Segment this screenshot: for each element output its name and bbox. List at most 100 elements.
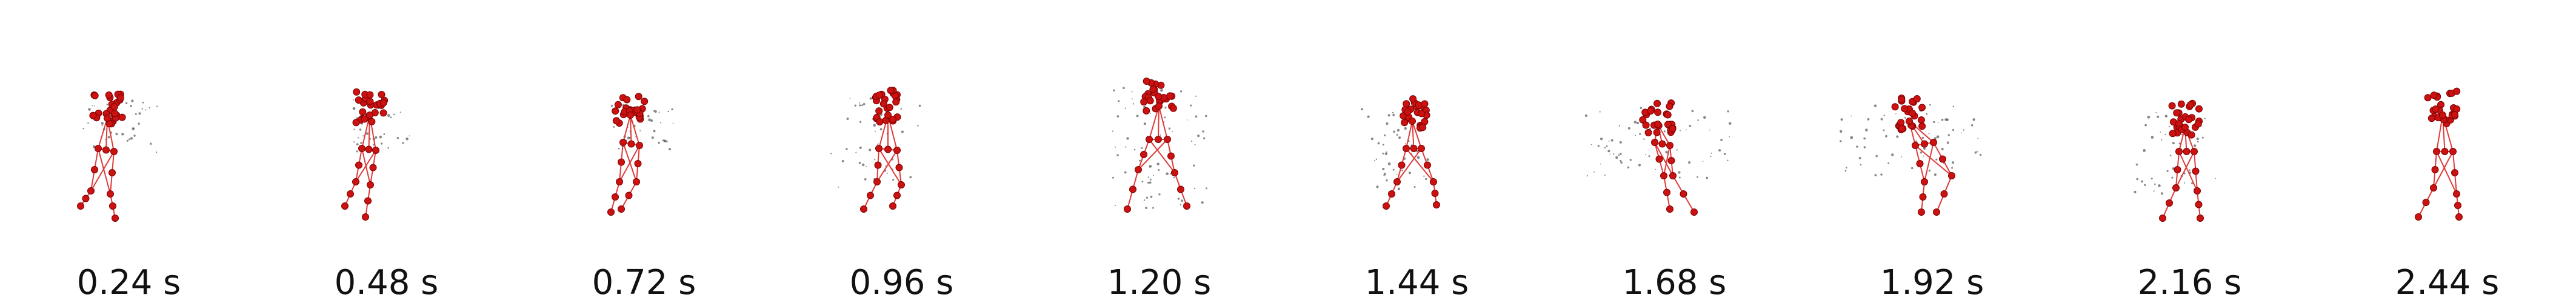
trail-point [859,146,862,149]
trail-point [2135,163,2138,166]
trail-point [1977,138,1979,139]
joint-marker [1897,119,1905,127]
trail-point [359,128,362,131]
joint-marker [2159,215,2166,222]
bone-line [630,115,632,144]
trail-point [1638,164,1641,167]
joint-marker [1917,116,1925,124]
pose-frame: 2.44 s [2318,0,2576,303]
joint-marker [1155,102,1163,110]
joint-marker [116,94,124,102]
bone-line [2436,151,2457,195]
trail-point [1883,115,1885,116]
trail-point [1599,111,1601,113]
trail-point [1941,118,1944,121]
trail-point [859,102,860,104]
joint-marker [1921,140,1928,148]
trail-point [132,127,135,130]
trail-point [1370,138,1373,141]
joint-marker [1164,136,1171,143]
skeleton-joints [2415,87,2463,221]
trail-point [106,104,108,105]
joint-marker [886,104,893,112]
joint-marker [1939,155,1946,163]
bone-line [1412,121,1422,149]
trail-point [2194,144,2197,147]
trail-point [1926,113,1928,115]
trail-point [1727,159,1729,161]
joint-marker [87,187,95,195]
joint-marker [873,178,881,185]
trail-point [1711,153,1712,154]
trail-point [1423,175,1425,177]
joint-marker [2181,124,2189,131]
joint-marker [2194,187,2201,195]
trail-point [1149,165,1152,168]
trail-point [1709,129,1710,131]
trail-point [858,161,861,164]
joint-marker [1930,139,1937,146]
trail-point [1113,89,1115,92]
trail-point [1680,130,1681,132]
skeleton-bones [1127,105,1187,210]
joint-marker [2441,148,2449,155]
joint-marker [95,145,102,152]
joint-marker [898,181,905,188]
trail-point [1131,91,1133,93]
joint-marker [1409,118,1416,125]
trail-point [873,124,876,127]
trail-point [1728,122,1732,125]
frame-time-label: 1.44 s [1364,263,1469,302]
trail-point [1600,163,1601,165]
trail-point [1635,135,1636,136]
trail-point [1846,167,1847,169]
joint-marker [2428,115,2435,122]
trail-point [2204,118,2206,119]
trail-point [352,107,356,110]
joint-marker [635,93,642,101]
joint-marker [358,145,365,152]
frame-time-label: 1.92 s [1880,263,1984,302]
trail-point [101,124,103,126]
joint-marker [1933,208,1940,216]
trail-point [1194,188,1196,190]
joint-marker [884,112,892,119]
trail-point [1720,139,1723,141]
trail-point [1928,133,1930,135]
trail-point [387,114,390,117]
trail-point [918,104,921,107]
joint-marker [91,166,98,173]
trail-point [1706,176,1709,179]
trail-point [1195,115,1198,118]
trail-point [1645,154,1646,156]
trail-point [1620,161,1623,164]
joint-marker [2439,112,2446,119]
trail-point [1613,153,1615,155]
trail-point [1702,161,1704,162]
joint-marker [2455,213,2463,221]
joint-marker [2194,120,2202,128]
joint-marker [1644,128,1652,136]
trail-point [1205,115,1207,118]
joint-marker [1913,95,1921,102]
trail-point [875,130,876,132]
trail-point [1143,122,1146,125]
trail-point [1639,133,1641,135]
joint-marker [2451,111,2458,119]
trail-point [1187,119,1188,121]
joint-marker [379,109,387,117]
trail-point [402,142,404,144]
trail-point [383,133,385,135]
joint-marker [366,91,374,99]
trail-point [1840,140,1842,142]
trail-point [353,128,355,130]
trail-point [1883,129,1885,132]
trail-point [1923,155,1924,157]
trail-point [1615,156,1618,159]
trail-point [138,122,140,125]
trail-point [362,135,364,137]
joint-marker [1418,145,1425,152]
trail-point [667,110,669,113]
pose-frame: 1.20 s [1030,0,1288,303]
trail-point [1863,137,1866,140]
